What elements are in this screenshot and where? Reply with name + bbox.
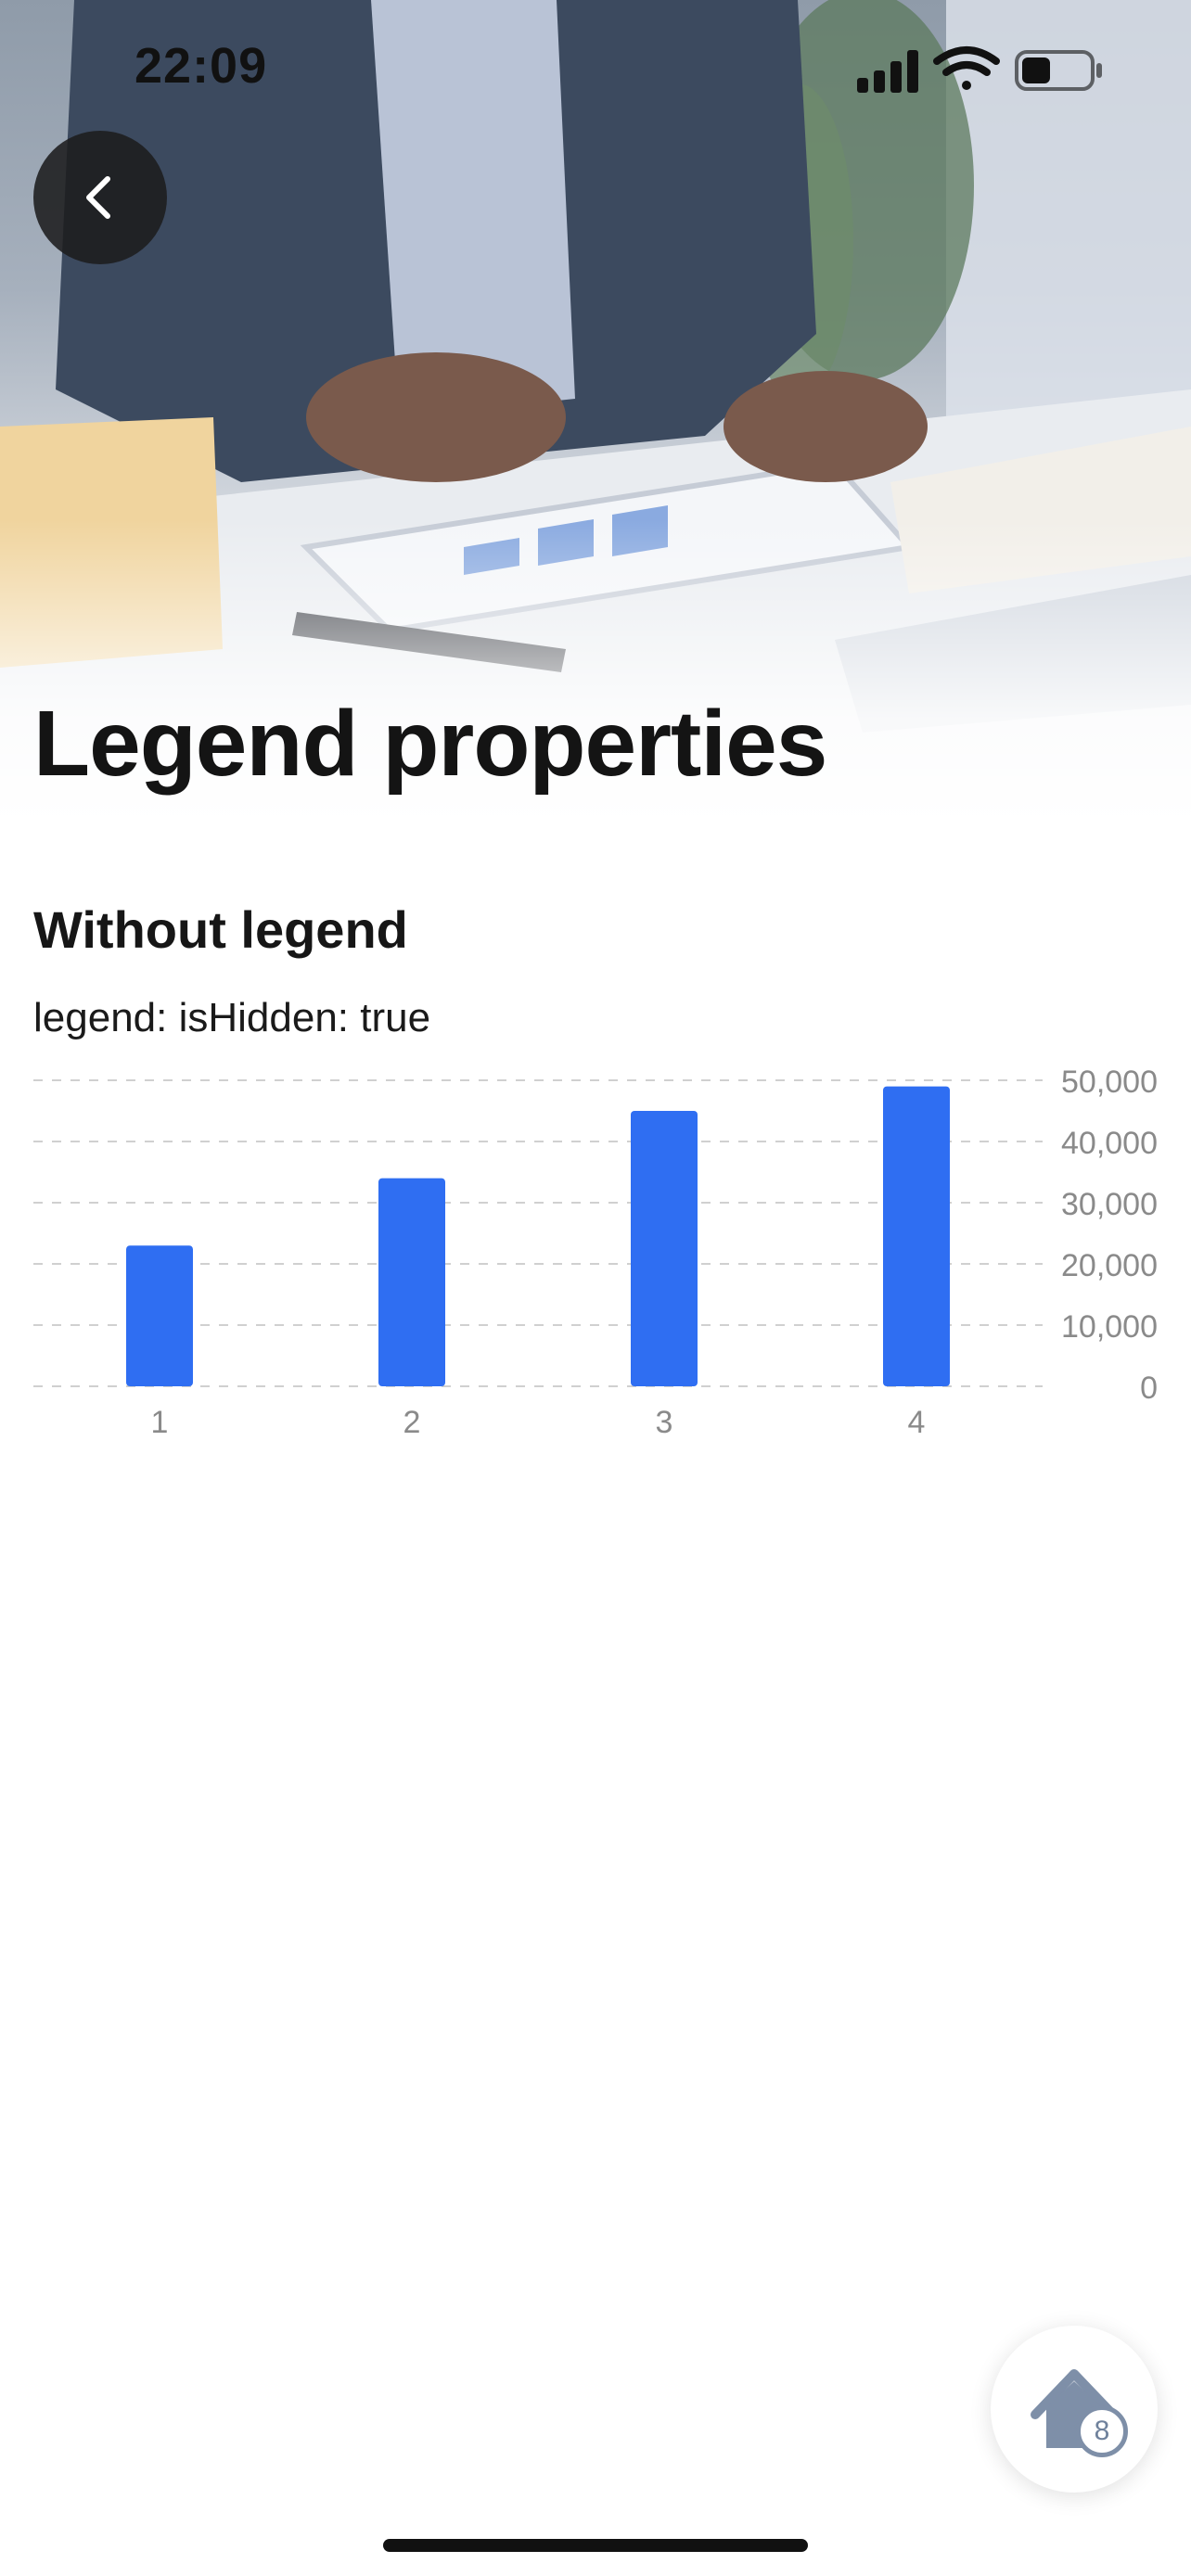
hero-image <box>0 0 1191 825</box>
bar <box>883 1086 950 1386</box>
y-tick-label: 50,000 <box>1061 1065 1158 1100</box>
home-indicator[interactable] <box>383 2539 808 2552</box>
home-badge: 8 <box>1076 2405 1128 2457</box>
y-tick-label: 40,000 <box>1061 1126 1158 1161</box>
battery-icon <box>1015 50 1102 91</box>
x-tick-label: 2 <box>403 1405 421 1440</box>
bar <box>378 1178 445 1386</box>
section-description: legend: isHidden: true <box>33 995 431 1040</box>
home-button[interactable]: 8 <box>991 2326 1158 2493</box>
bar <box>631 1111 698 1386</box>
y-tick-label: 20,000 <box>1061 1248 1158 1283</box>
hero-fade <box>0 519 1191 825</box>
back-button[interactable] <box>33 131 167 264</box>
section-title: Without legend <box>33 900 408 959</box>
y-tick-label: 30,000 <box>1061 1187 1158 1222</box>
bar-chart: 0 10,000 20,000 30,000 40,000 50,000 1 2 3 4 <box>33 1065 1158 1440</box>
y-tick-label: 0 <box>1140 1371 1158 1406</box>
page-title: Legend properties <box>33 692 827 796</box>
x-tick-label: 4 <box>908 1405 926 1440</box>
chevron-left-icon <box>86 176 110 219</box>
wifi-icon <box>933 46 1000 90</box>
home-icon <box>1031 2369 1118 2448</box>
bar <box>126 1245 193 1386</box>
status-icons <box>853 45 1104 101</box>
y-tick-label: 10,000 <box>1061 1309 1158 1345</box>
signal-icon <box>857 50 918 93</box>
x-tick-label: 3 <box>656 1405 673 1440</box>
status-time: 22:09 <box>134 38 268 94</box>
x-tick-label: 1 <box>151 1405 169 1440</box>
